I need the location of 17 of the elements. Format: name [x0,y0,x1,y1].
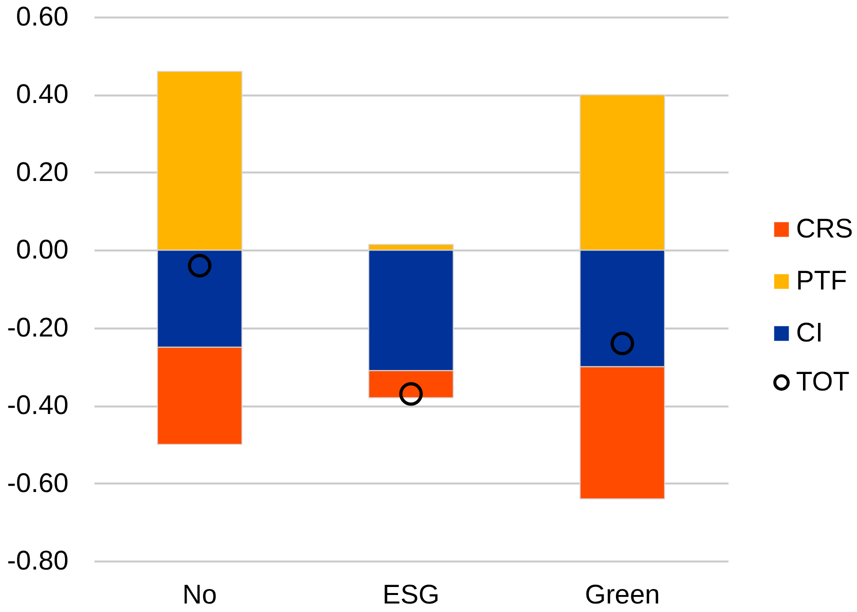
y-tick-label: -0.60 [6,468,68,498]
legend-label: PTF [796,266,847,296]
x-tick-label: ESG [382,580,440,610]
x-tick-label: No [182,580,217,610]
point [610,332,634,356]
y-tick-label: 0.60 [16,2,68,32]
legend-label: TOT [796,366,850,396]
legend-label: CI [796,318,823,348]
y-tick-label: -0.20 [6,312,68,342]
y-tick-label: 0.40 [16,79,68,110]
y-tick-label: 0.20 [16,156,68,187]
y-tick-label: -0.80 [6,546,68,576]
point [188,254,212,278]
y-tick-label: -0.40 [6,390,68,420]
x-tick-label: Green [584,580,660,610]
legend-label: CRS [796,214,854,244]
y-tick-label: 0.00 [16,234,68,265]
